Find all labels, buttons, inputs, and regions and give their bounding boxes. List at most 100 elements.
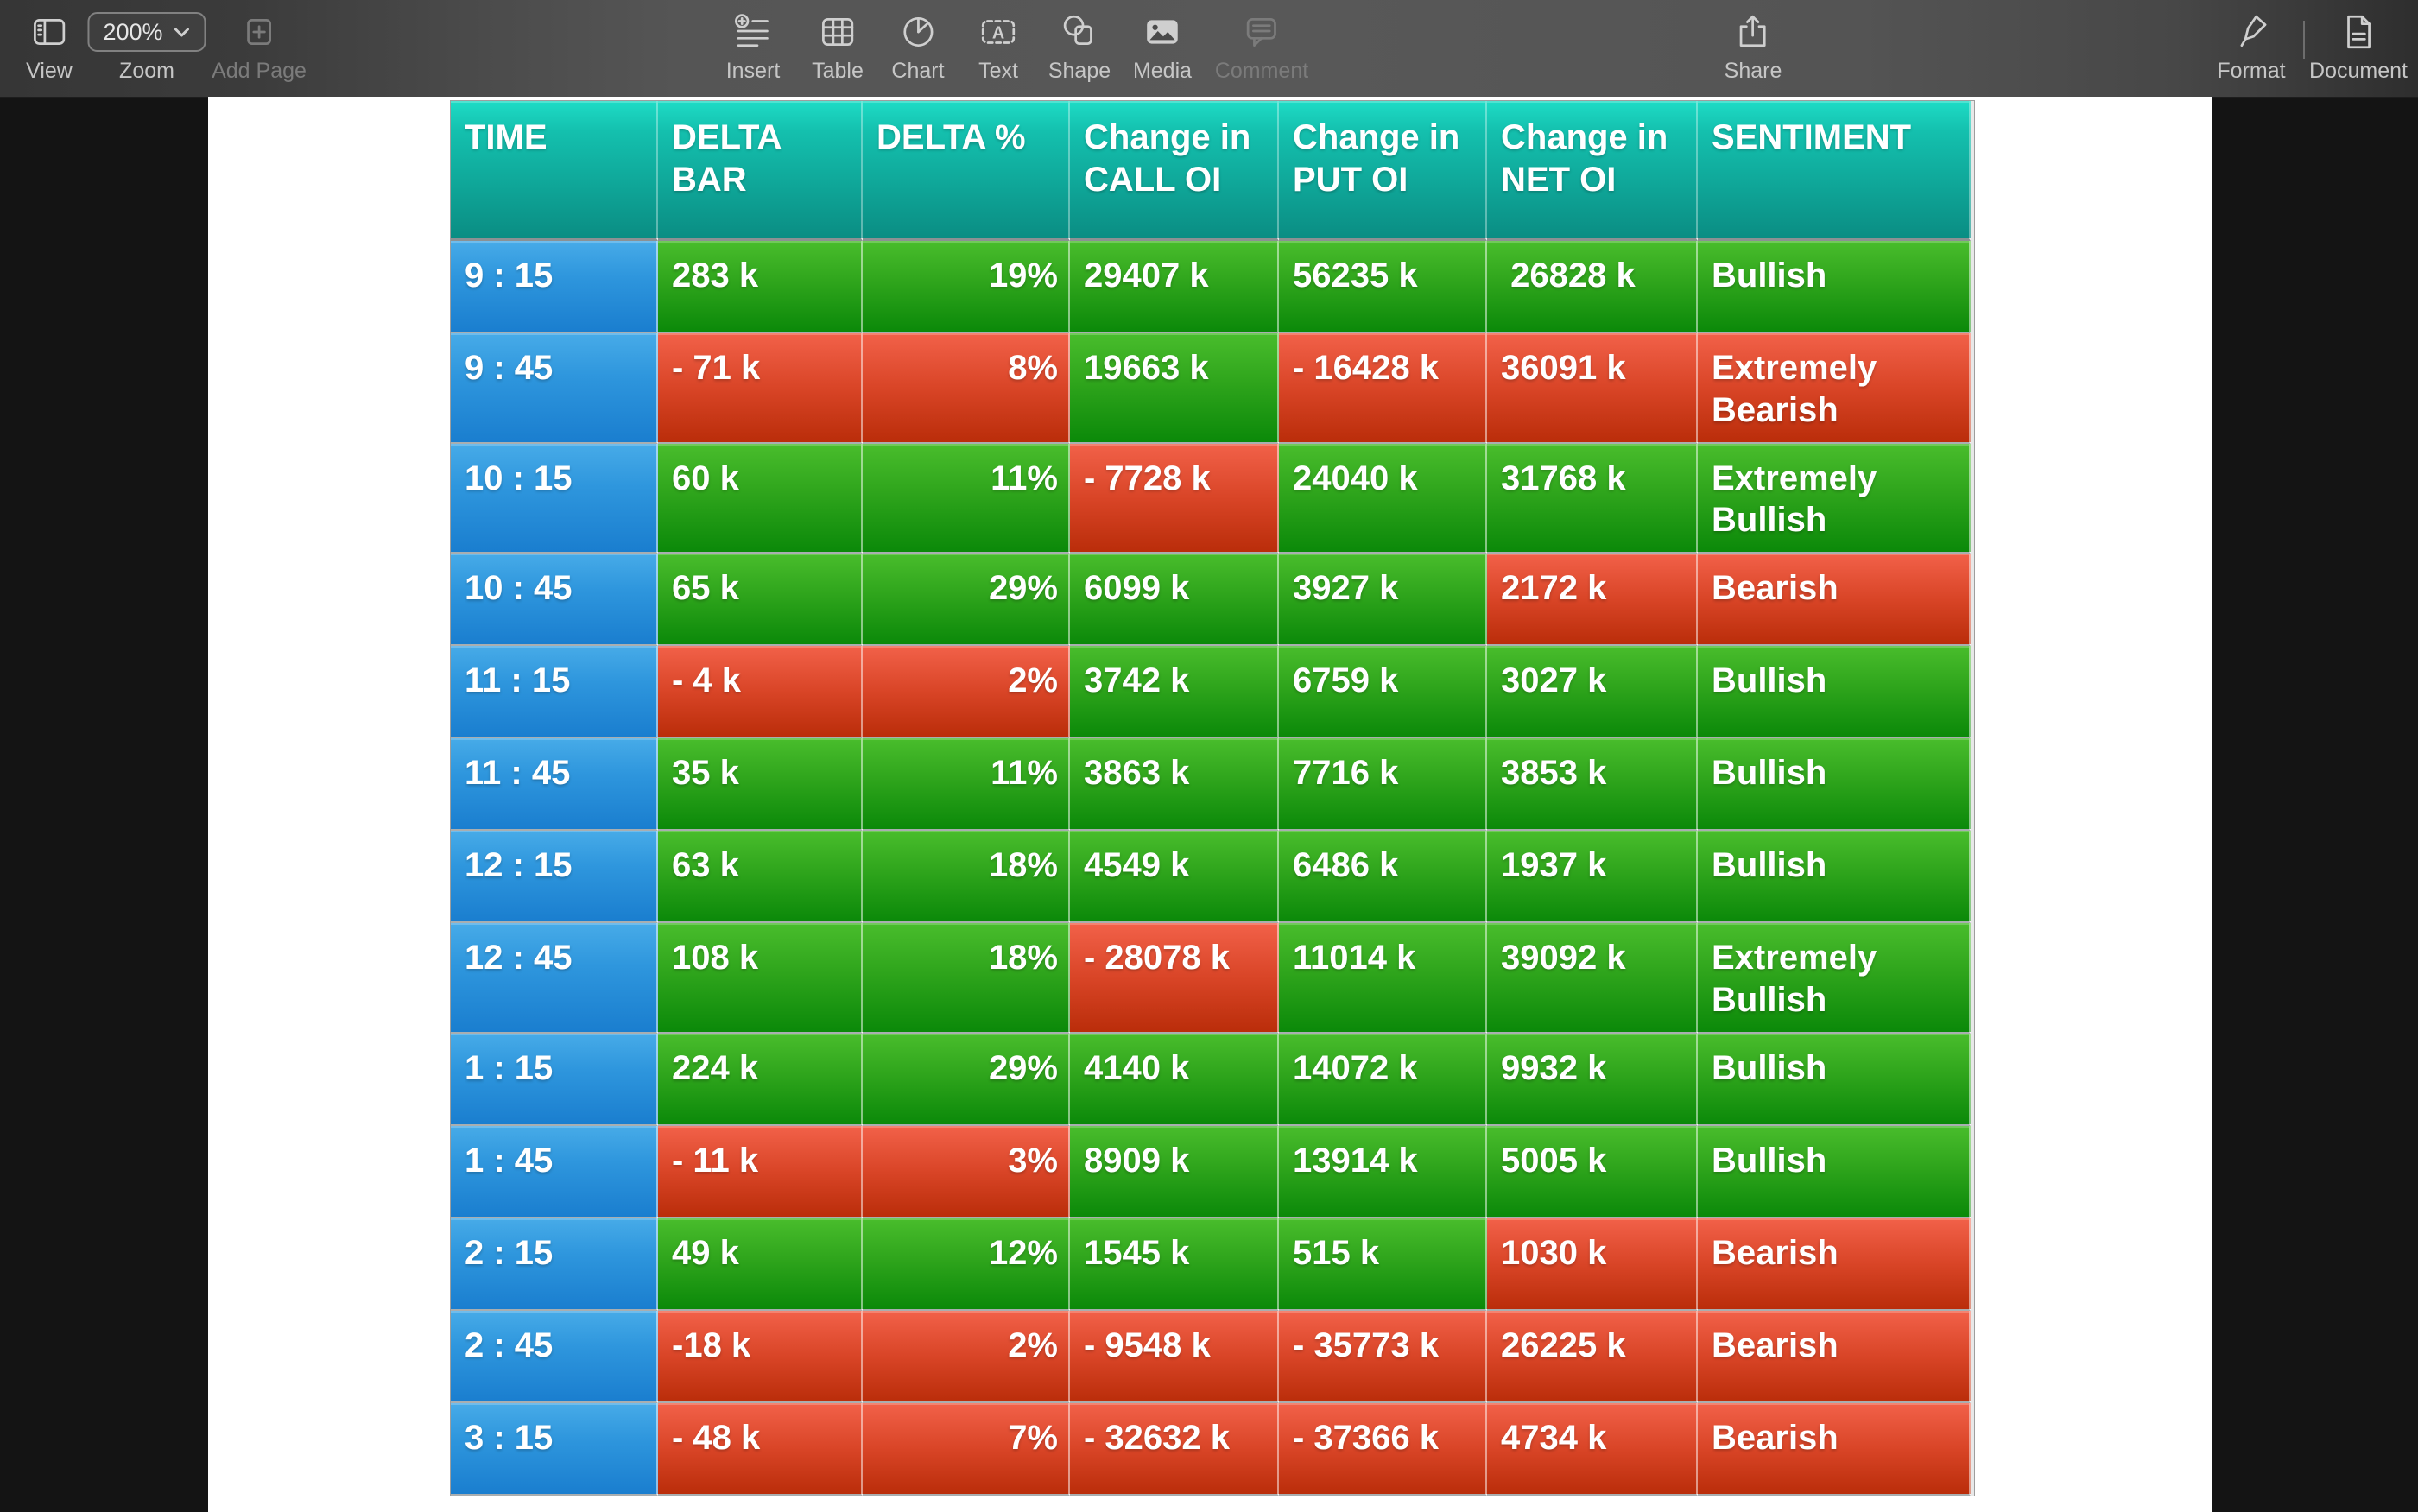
insert-button[interactable]: Insert bbox=[726, 0, 780, 97]
table-cell[interactable]: - 37366 k bbox=[1279, 1402, 1487, 1496]
table-cell[interactable]: 8909 k bbox=[1070, 1125, 1279, 1218]
table-cell[interactable]: 29% bbox=[863, 554, 1070, 647]
table-cell[interactable]: - 9548 k bbox=[1070, 1310, 1279, 1403]
table-cell-time[interactable]: 3 : 15 bbox=[451, 1402, 658, 1496]
table-cell-sentiment[interactable]: Bearish bbox=[1698, 1310, 1971, 1403]
table-cell[interactable]: 1937 k bbox=[1487, 831, 1698, 924]
table-button[interactable]: Table bbox=[812, 0, 864, 97]
table-cell[interactable]: 24040 k bbox=[1279, 443, 1487, 554]
table-cell[interactable]: 224 k bbox=[658, 1033, 863, 1126]
table-cell[interactable]: 65 k bbox=[658, 554, 863, 647]
table-cell-time[interactable]: 2 : 15 bbox=[451, 1218, 658, 1311]
table-cell[interactable]: 49 k bbox=[658, 1218, 863, 1311]
column-header-call-oi[interactable]: Change in CALL OI bbox=[1070, 101, 1279, 241]
table-cell[interactable]: - 4 k bbox=[658, 646, 863, 739]
table-cell-time[interactable]: 10 : 45 bbox=[451, 554, 658, 647]
column-header-delta-pct[interactable]: DELTA % bbox=[863, 101, 1070, 241]
table-cell[interactable]: 8% bbox=[863, 333, 1070, 444]
table-cell-sentiment[interactable]: Bullish bbox=[1698, 241, 1971, 333]
text-button[interactable]: A Text bbox=[978, 0, 1018, 97]
table-cell-time[interactable]: 9 : 15 bbox=[451, 241, 658, 333]
table-cell-sentiment[interactable]: Bullish bbox=[1698, 738, 1971, 832]
table-cell-time[interactable]: 1 : 15 bbox=[451, 1033, 658, 1126]
table-cell[interactable]: - 71 k bbox=[658, 333, 863, 444]
share-button[interactable]: Share bbox=[1725, 0, 1782, 97]
table-cell[interactable]: 9932 k bbox=[1487, 1033, 1698, 1126]
table-cell-time[interactable]: 11 : 45 bbox=[451, 738, 658, 832]
table-cell[interactable]: 18% bbox=[863, 831, 1070, 924]
table-cell-sentiment[interactable]: Extremely Bullish bbox=[1698, 923, 1971, 1034]
table-cell[interactable]: 14072 k bbox=[1279, 1033, 1487, 1126]
table-cell[interactable]: 63 k bbox=[658, 831, 863, 924]
table-cell[interactable]: 36091 k bbox=[1487, 333, 1698, 444]
table-cell[interactable]: 6486 k bbox=[1279, 831, 1487, 924]
table-cell[interactable]: 7716 k bbox=[1279, 738, 1487, 832]
table-cell[interactable]: - 7728 k bbox=[1070, 443, 1279, 554]
shape-button[interactable]: Shape bbox=[1048, 0, 1111, 97]
table-cell-sentiment[interactable]: Extremely Bullish bbox=[1698, 443, 1971, 554]
table-cell-time[interactable]: 2 : 45 bbox=[451, 1310, 658, 1403]
table-cell[interactable]: 5005 k bbox=[1487, 1125, 1698, 1218]
table-cell[interactable]: 12% bbox=[863, 1218, 1070, 1311]
table-cell[interactable]: 3742 k bbox=[1070, 646, 1279, 739]
table-cell-time[interactable]: 12 : 15 bbox=[451, 831, 658, 924]
table-cell[interactable]: 39092 k bbox=[1487, 923, 1698, 1034]
chart-button[interactable]: Chart bbox=[891, 0, 945, 97]
table-cell-time[interactable]: 9 : 45 bbox=[451, 333, 658, 444]
table-cell[interactable]: 31768 k bbox=[1487, 443, 1698, 554]
table-cell[interactable]: - 48 k bbox=[658, 1402, 863, 1496]
zoom-control[interactable]: 200% Zoom bbox=[87, 0, 206, 97]
table-cell[interactable]: 26225 k bbox=[1487, 1310, 1698, 1403]
table-cell[interactable]: - 28078 k bbox=[1070, 923, 1279, 1034]
column-header-net-oi[interactable]: Change in NET OI bbox=[1487, 101, 1698, 241]
table-cell-sentiment[interactable]: Bearish bbox=[1698, 554, 1971, 647]
table-cell-time[interactable]: 1 : 45 bbox=[451, 1125, 658, 1218]
column-header-put-oi[interactable]: Change in PUT OI bbox=[1279, 101, 1487, 241]
table-cell[interactable]: 2172 k bbox=[1487, 554, 1698, 647]
document-button[interactable]: Document bbox=[2309, 0, 2408, 97]
format-button[interactable]: Format bbox=[2217, 0, 2286, 97]
table-cell[interactable]: 18% bbox=[863, 923, 1070, 1034]
table-cell[interactable]: 19663 k bbox=[1070, 333, 1279, 444]
zoom-dropdown[interactable]: 200% bbox=[87, 12, 206, 52]
table-cell[interactable]: 4140 k bbox=[1070, 1033, 1279, 1126]
table-cell-sentiment[interactable]: Bullish bbox=[1698, 646, 1971, 739]
table-cell[interactable]: 2% bbox=[863, 646, 1070, 739]
table-cell-time[interactable]: 11 : 15 bbox=[451, 646, 658, 739]
table-cell-sentiment[interactable]: Bearish bbox=[1698, 1402, 1971, 1496]
media-button[interactable]: Media bbox=[1133, 0, 1192, 97]
table-cell-time[interactable]: 12 : 45 bbox=[451, 923, 658, 1034]
comment-button[interactable]: Comment bbox=[1215, 0, 1308, 97]
table-cell[interactable]: 11% bbox=[863, 738, 1070, 832]
view-button[interactable]: View bbox=[26, 0, 73, 97]
table-cell[interactable]: -18 k bbox=[658, 1310, 863, 1403]
table-cell[interactable]: 6759 k bbox=[1279, 646, 1487, 739]
column-header-time[interactable]: TIME bbox=[451, 101, 658, 241]
table-cell[interactable]: 1545 k bbox=[1070, 1218, 1279, 1311]
table-cell[interactable]: 283 k bbox=[658, 241, 863, 333]
table-cell[interactable]: 29% bbox=[863, 1033, 1070, 1126]
table-cell[interactable]: 1030 k bbox=[1487, 1218, 1698, 1311]
table-cell[interactable]: 11014 k bbox=[1279, 923, 1487, 1034]
table-cell[interactable]: 13914 k bbox=[1279, 1125, 1487, 1218]
table-cell[interactable]: 3863 k bbox=[1070, 738, 1279, 832]
table-cell[interactable]: 4549 k bbox=[1070, 831, 1279, 924]
column-header-delta-bar[interactable]: DELTA BAR bbox=[658, 101, 863, 241]
table-cell[interactable]: - 11 k bbox=[658, 1125, 863, 1218]
table-cell[interactable]: 3027 k bbox=[1487, 646, 1698, 739]
table-cell-sentiment[interactable]: Extremely Bearish bbox=[1698, 333, 1971, 444]
table-cell[interactable]: - 32632 k bbox=[1070, 1402, 1279, 1496]
table-cell[interactable]: 29407 k bbox=[1070, 241, 1279, 333]
table-cell-sentiment[interactable]: Bullish bbox=[1698, 831, 1971, 924]
add-page-button[interactable]: Add Page bbox=[212, 0, 307, 97]
table-cell[interactable]: 19% bbox=[863, 241, 1070, 333]
table-cell[interactable]: 11% bbox=[863, 443, 1070, 554]
table-cell-sentiment[interactable]: Bullish bbox=[1698, 1125, 1971, 1218]
table-cell-sentiment[interactable]: Bullish bbox=[1698, 1033, 1971, 1126]
table-cell[interactable]: - 16428 k bbox=[1279, 333, 1487, 444]
table-cell[interactable]: 56235 k bbox=[1279, 241, 1487, 333]
table-cell[interactable]: 108 k bbox=[658, 923, 863, 1034]
table-cell[interactable]: 2% bbox=[863, 1310, 1070, 1403]
table-cell[interactable]: 60 k bbox=[658, 443, 863, 554]
table-cell[interactable]: 515 k bbox=[1279, 1218, 1487, 1311]
